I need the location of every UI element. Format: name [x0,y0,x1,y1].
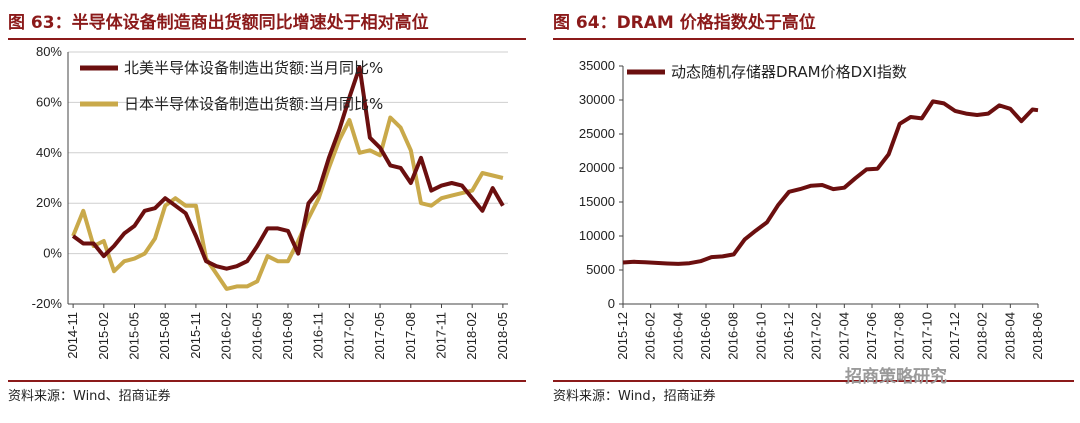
right-legend: 动态随机存储器DRAM价格DXI指数 [627,63,907,81]
left-x-tick-label: 2016-05 [249,312,264,360]
right-x-tick-label: 2017-02 [809,312,824,360]
left-x-tick-label: 2017-02 [341,312,356,360]
left-chart-title: 图 63：半导体设备制造商出货额同比增速处于相对高位 [8,13,429,33]
left-legend: 北美半导体设备制造出货额:当月同比% 日本半导体设备制造出货额:当月同比% [80,59,383,113]
right-legend-label: 动态随机存储器DRAM价格DXI指数 [671,63,907,81]
left-legend-label: 日本半导体设备制造出货额:当月同比% [124,95,383,113]
right-x-tick-label: 2017-12 [947,312,962,360]
left-x-tick-label: 2018-05 [495,312,510,360]
right-x-axis-ticks: 2015-12 2016-02 2016-04 2016-06 2016-08 2016-… [615,304,1045,360]
right-x-tick-label: 2016-04 [670,312,685,360]
left-gridlines [67,51,508,305]
left-x-tick-label: 2015-05 [127,312,142,360]
left-x-axis-ticks: 2014-11 2015-02 2015-05 2015-08 2015-11 2016-… [65,304,510,360]
right-y-tick-label: 30000 [579,92,615,107]
right-x-tick-label: 2017-04 [836,312,851,360]
left-y-tick-label: 60% [36,94,62,109]
left-x-tick-label: 2015-02 [96,312,111,360]
right-x-tick-label: 2016-10 [753,312,768,360]
left-y-tick-label: 20% [36,195,62,210]
left-x-tick-label: 2017-05 [372,312,387,360]
left-series-line [71,115,504,291]
left-x-tick-label: 2014-11 [65,312,80,359]
right-series-lines [622,99,1039,266]
left-y-tick-label: 0% [43,246,62,261]
right-y-tick-label: 35000 [579,58,615,73]
right-chart-title: 图 64：DRAM 价格指数处于高位 [553,13,816,33]
right-x-tick-label: 2017-10 [919,312,934,360]
right-x-tick-label: 2016-12 [781,312,796,360]
right-x-tick-label: 2017-06 [864,312,879,360]
right-y-axis-ticks: 35000 30000 25000 20000 15000 10000 5000 0 [579,58,615,311]
left-x-tick-label: 2017-08 [403,312,418,360]
left-x-tick-label: 2017-11 [433,312,448,359]
right-x-tick-label: 2017-08 [892,312,907,360]
right-chart: 35000 30000 25000 20000 15000 10000 5000 0 2015… [579,58,1045,360]
left-source-rule [8,380,526,382]
left-chart: 80% 60% 40% 20% 0% -20% 2014-11 2015-02 2015-05… [32,44,510,360]
left-y-tick-label: 80% [36,44,62,59]
left-title-rule [8,38,526,40]
left-y-tick-label: -20% [32,296,63,311]
right-y-tick-label: 20000 [579,160,615,175]
left-x-tick-label: 2018-02 [464,312,479,360]
right-chart-panel: 图 64：DRAM 价格指数处于高位 35000 30000 25000 20000 1… [545,0,1080,423]
right-gridlines [619,65,1038,305]
right-x-tick-label: 2015-12 [615,312,630,360]
right-x-tick-label: 2018-06 [1030,312,1045,360]
right-y-tick-label: 10000 [579,228,615,243]
right-source-rule [553,380,1074,382]
watermark-text: 招商策略研究 [845,367,947,387]
right-x-tick-label: 2018-02 [975,312,990,360]
right-x-tick-label: 2016-08 [726,312,741,360]
right-x-tick-label: 2018-04 [1002,312,1017,360]
right-y-tick-label: 25000 [579,126,615,141]
right-x-tick-label: 2016-02 [643,312,658,360]
left-x-tick-label: 2016-11 [311,312,326,359]
right-y-tick-label: 15000 [579,194,615,209]
left-legend-label: 北美半导体设备制造出货额:当月同比% [124,59,383,77]
right-y-tick-label: 5000 [586,262,615,277]
left-y-tick-label: 40% [36,145,62,160]
right-title-rule [553,38,1074,40]
left-x-tick-label: 2016-02 [219,312,234,360]
left-series-lines [71,65,505,291]
left-source-note: 资料来源：Wind、招商证券 [8,389,171,404]
left-series-line [71,65,505,271]
left-chart-panel: 图 63：半导体设备制造商出货额同比增速处于相对高位 80% 60% 40% 20% 0… [0,0,532,423]
left-y-axis-ticks: 80% 60% 40% 20% 0% -20% [32,44,63,311]
right-source-note: 资料来源：Wind，招商证券 [553,389,716,404]
right-y-tick-label: 0 [608,296,615,311]
left-x-tick-label: 2015-08 [157,312,172,360]
right-x-tick-label: 2016-06 [698,312,713,360]
left-x-tick-label: 2015-11 [188,312,203,359]
left-x-tick-label: 2016-08 [280,312,295,360]
right-series-line [622,99,1039,266]
